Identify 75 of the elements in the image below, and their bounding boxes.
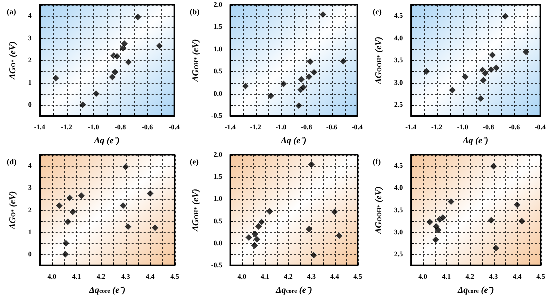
point <box>120 40 128 48</box>
point <box>258 218 266 226</box>
point <box>477 95 485 103</box>
point <box>64 218 72 226</box>
chart-title: (c) <box>373 8 382 16</box>
point <box>267 92 275 100</box>
point <box>134 13 142 21</box>
point <box>255 222 263 230</box>
point <box>146 190 154 198</box>
point <box>108 73 116 81</box>
chart-title: (b) <box>190 8 200 16</box>
point <box>319 11 327 19</box>
point <box>52 74 60 82</box>
point <box>253 236 261 244</box>
point <box>426 218 434 226</box>
point <box>56 202 64 210</box>
x-axis-title: Δq (e⁻) <box>462 136 488 146</box>
point <box>252 230 260 238</box>
chart-title: (f) <box>373 158 382 166</box>
point <box>432 236 440 244</box>
point <box>152 224 160 232</box>
chart-title: (a) <box>7 8 17 16</box>
point <box>251 242 259 250</box>
point <box>306 226 314 234</box>
point <box>462 73 470 81</box>
point <box>245 234 253 242</box>
point <box>156 42 164 50</box>
point <box>310 68 318 76</box>
point <box>62 240 70 248</box>
point <box>434 226 442 234</box>
point <box>242 82 250 90</box>
x-axis-title: Δq (e⁻) <box>93 136 120 146</box>
point <box>522 48 530 56</box>
point <box>336 232 344 240</box>
point <box>266 208 274 216</box>
point <box>492 64 500 72</box>
point <box>306 58 314 66</box>
point <box>122 163 130 171</box>
point <box>482 70 490 78</box>
point <box>514 201 522 209</box>
x-axis-title: Δq (e⁻) <box>280 136 307 146</box>
chart-title: (d) <box>7 158 18 166</box>
point <box>422 68 430 76</box>
point <box>488 66 496 74</box>
chart-title: (e) <box>190 158 200 166</box>
point <box>492 244 500 252</box>
point <box>502 12 510 20</box>
point <box>488 216 496 224</box>
point <box>490 162 498 170</box>
point <box>69 208 77 216</box>
point <box>112 68 120 76</box>
point <box>439 214 447 222</box>
point <box>308 160 316 168</box>
point <box>92 90 100 98</box>
point <box>480 76 488 84</box>
point <box>124 223 132 231</box>
point <box>300 84 308 92</box>
point <box>295 102 303 110</box>
point <box>331 208 339 216</box>
point <box>124 58 132 66</box>
point <box>448 198 456 206</box>
point <box>310 252 318 260</box>
point <box>448 86 456 94</box>
point <box>62 250 70 258</box>
point <box>79 101 87 109</box>
point <box>78 192 86 200</box>
point <box>340 58 348 66</box>
point <box>114 52 122 60</box>
point <box>518 218 526 226</box>
point <box>280 80 288 88</box>
point <box>120 202 128 210</box>
point <box>488 51 496 59</box>
point <box>66 194 74 202</box>
point <box>305 73 313 81</box>
point <box>298 76 306 84</box>
